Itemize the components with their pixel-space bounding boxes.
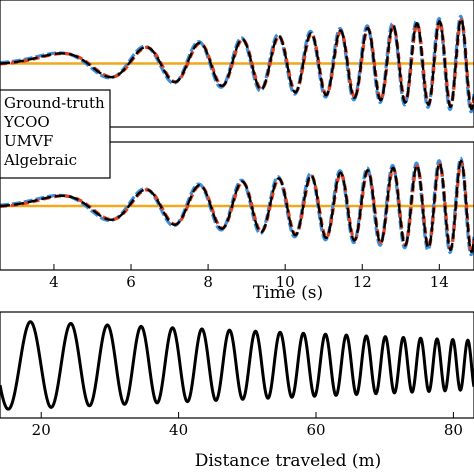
legend-box [0,89,111,179]
panel-top [0,0,474,128]
panel-top-frame [0,0,474,128]
legend-entry-algebraic: Algebraic [3,151,77,169]
middle-series-umvf [0,160,474,253]
legend-entry-umvf: UMVF [4,132,53,150]
bottom-series-ground-truth [0,320,474,411]
panel-middle-frame [0,141,474,271]
legend: Ground-truth YCOO UMVF Algebraic [0,89,111,179]
x-axis-label-distance: Distance traveled (m) [195,451,382,471]
top-series-ground-truth [0,17,474,111]
distance-tick-label: 80 [444,421,463,439]
panel-middle: 4 6 8 10 12 14 [0,141,474,291]
time-tick-label: 14 [430,273,449,291]
time-tick-label: 8 [203,273,213,291]
panel-bottom: 20 40 60 80 [0,311,474,439]
legend-entry-ycoo: YCOO [3,113,50,131]
panel-bottom-frame [0,311,474,419]
time-tick-label: 12 [353,273,372,291]
time-tick-label: 10 [276,273,295,291]
time-tick-label: 4 [49,273,59,291]
time-tick-label: 6 [126,273,136,291]
legend-entry-ground-truth: Ground-truth [4,94,105,112]
distance-tick-label: 20 [32,421,51,439]
x-axis-label-time: Time (s) [253,283,323,303]
distance-tick-label: 60 [306,421,325,439]
middle-series-ground-truth [0,159,474,254]
top-series-umvf [0,18,474,110]
distance-tick-label: 40 [169,421,188,439]
